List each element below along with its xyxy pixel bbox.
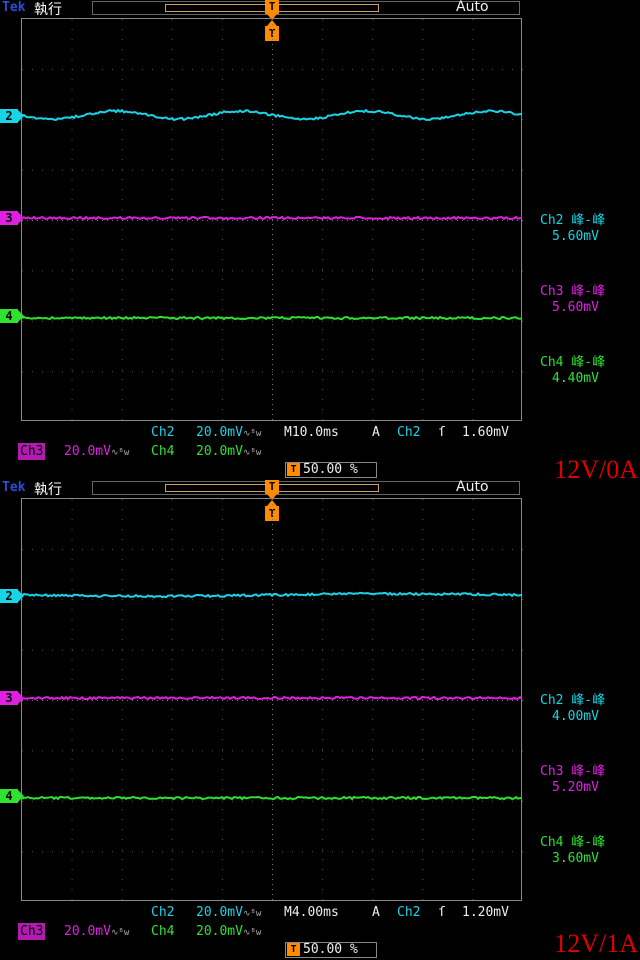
status-row-1: Ch2 20.0mV∿ᴮw M4.00ms A Ch2 ſ 1.20mV (0, 904, 640, 922)
trigger-arrow-icon (267, 14, 277, 20)
rising-edge-icon: ſ (438, 905, 446, 920)
ch3-scale[interactable]: 20.0mV∿ᴮw (64, 924, 130, 939)
trigger-mode[interactable]: Auto (456, 0, 489, 15)
ch3-marker-icon[interactable]: 3 (0, 691, 24, 705)
scope-panel-0v0a: Tek 執行 T Auto T 2 3 4 Ch2 峰-峰 5.60mV Ch3… (0, 0, 640, 484)
trigger-position-readout[interactable]: T 50.00 % (285, 462, 377, 478)
ch4-waveform (22, 315, 523, 321)
ch4-pk-pk-measurement: Ch4 峰-峰 4.40mV (540, 355, 606, 386)
status-row-3: T 50.00 % (0, 461, 640, 479)
trigger-t-icon: T (265, 500, 279, 521)
waveform-svg (22, 499, 523, 902)
status-row-3: T 50.00 % (0, 941, 640, 959)
ch4-scale[interactable]: 20.0mV∿ᴮw (196, 444, 262, 459)
run-state: 執行 (34, 2, 62, 18)
acquisition-label: A (372, 425, 380, 440)
ch2-name: Ch2 (151, 425, 175, 440)
bw-limit-icon: ∿ᴮw (242, 429, 262, 439)
graticule-dots (22, 499, 523, 902)
ch2-waveform (22, 591, 523, 599)
trigger-t-icon: T (287, 943, 300, 956)
ch2-scale[interactable]: 20.0mV∿ᴮw (196, 425, 262, 440)
bw-limit-icon: ∿ᴮw (110, 928, 130, 938)
ch2-marker-icon[interactable]: 2 (0, 109, 24, 123)
trigger-arrow-icon (267, 494, 277, 500)
ch3-scale[interactable]: 20.0mV∿ᴮw (64, 444, 130, 459)
trigger-level[interactable]: 1.60mV (462, 425, 509, 440)
ch2-name: Ch2 (151, 905, 175, 920)
test-condition-label: 12V/1A (554, 929, 638, 958)
waveform-graticule[interactable] (21, 18, 523, 422)
status-row-2: Ch3 20.0mV∿ᴮw Ch4 20.0mV∿ᴮw (0, 443, 640, 461)
ch3-waveform (22, 215, 523, 221)
test-condition-label: 12V/0A (554, 455, 638, 484)
acquisition-label: A (372, 905, 380, 920)
ch3-name: Ch3 (18, 923, 46, 940)
ch4-waveform (22, 795, 523, 801)
timebase[interactable]: M10.0ms (284, 425, 339, 440)
scope-top-bar: Tek 執行 T Auto (0, 479, 640, 500)
tek-logo: Tek (2, 480, 26, 495)
scope-panel-12v1a: Tek 執行 T Auto T 2 3 4 Ch2 峰-峰 4.00mV Ch3… (0, 479, 640, 960)
ch3-marker-icon[interactable]: 3 (0, 211, 24, 225)
ch2-pk-pk-measurement: Ch2 峰-峰 4.00mV (540, 693, 606, 724)
trigger-position-readout[interactable]: T 50.00 % (285, 942, 377, 958)
trigger-position-icon: T (265, 0, 279, 14)
trigger-t-icon: T (265, 20, 279, 41)
bw-limit-icon: ∿ᴮw (242, 909, 262, 919)
bw-limit-icon: ∿ᴮw (242, 928, 262, 938)
run-state: 執行 (34, 482, 62, 498)
ch3-pk-pk-measurement: Ch3 峰-峰 5.60mV (540, 284, 606, 315)
trigger-source[interactable]: Ch2 (397, 425, 421, 440)
trigger-level[interactable]: 1.20mV (462, 905, 509, 920)
trigger-mode[interactable]: Auto (456, 479, 489, 495)
graticule-dots (22, 19, 523, 422)
ch4-marker-icon[interactable]: 4 (0, 309, 24, 323)
ch4-marker-icon[interactable]: 4 (0, 789, 24, 803)
bw-limit-icon: ∿ᴮw (242, 448, 262, 458)
ch2-scale[interactable]: 20.0mV∿ᴮw (196, 905, 262, 920)
tek-logo: Tek (2, 0, 26, 15)
bw-limit-icon: ∿ᴮw (110, 448, 130, 458)
ch2-waveform (22, 108, 523, 122)
ch4-scale[interactable]: 20.0mV∿ᴮw (196, 924, 262, 939)
ch3-waveform (22, 695, 523, 701)
trigger-source[interactable]: Ch2 (397, 905, 421, 920)
trigger-position-icon: T (265, 480, 279, 494)
waveform-graticule[interactable] (21, 498, 523, 902)
ch2-marker-icon[interactable]: 2 (0, 589, 24, 603)
ch2-pk-pk-measurement: Ch2 峰-峰 5.60mV (540, 213, 606, 244)
ch3-pk-pk-measurement: Ch3 峰-峰 5.20mV (540, 764, 606, 795)
waveform-svg (22, 19, 523, 422)
ch3-name: Ch3 (18, 443, 46, 460)
status-row-1: Ch2 20.0mV∿ᴮw M10.0ms A Ch2 ſ 1.60mV (0, 424, 640, 442)
scope-top-bar: Tek 執行 T Auto (0, 0, 640, 20)
status-row-2: Ch3 20.0mV∿ᴮw Ch4 20.0mV∿ᴮw (0, 923, 640, 941)
timebase[interactable]: M4.00ms (284, 905, 339, 920)
ch4-pk-pk-measurement: Ch4 峰-峰 3.60mV (540, 835, 606, 866)
trigger-t-icon: T (287, 463, 300, 476)
rising-edge-icon: ſ (438, 425, 446, 440)
ch4-name: Ch4 (151, 924, 175, 939)
ch4-name: Ch4 (151, 444, 175, 459)
